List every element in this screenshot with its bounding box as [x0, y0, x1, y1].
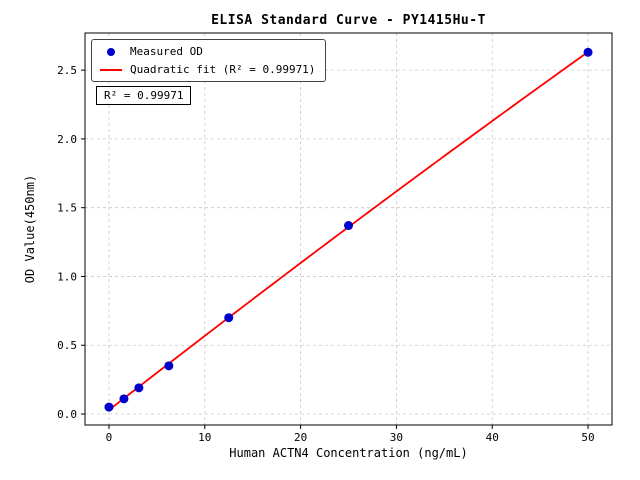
- data-point: [134, 383, 144, 393]
- plot-frame: [84, 32, 613, 426]
- legend-label-fit: Quadratic fit (R² = 0.99971): [130, 63, 316, 76]
- quadratic-fit-line: [108, 51, 589, 411]
- legend-entry-fit: Quadratic fit (R² = 0.99971): [100, 63, 315, 76]
- y-tick-label: 0.5: [57, 339, 77, 352]
- scatter-marker-icon: [107, 47, 115, 56]
- legend-marker-cell: [100, 68, 122, 71]
- chart-title: ELISA Standard Curve - PY1415Hu-T: [211, 13, 486, 28]
- data-point: [104, 402, 114, 412]
- x-tick-label: 40: [486, 431, 499, 444]
- y-axis-label: OD Value(450nm): [23, 174, 37, 284]
- y-tick-label: 0.0: [57, 408, 77, 421]
- data-point: [583, 47, 593, 57]
- fit-line-icon: [100, 68, 122, 71]
- data-point: [164, 361, 174, 371]
- x-tick-label: 0: [106, 431, 113, 444]
- legend-marker-cell: [100, 47, 122, 56]
- data-point: [119, 394, 129, 404]
- y-tick-label: 2.5: [57, 64, 77, 77]
- y-tick-label: 2.0: [57, 133, 77, 146]
- legend: Measured OD Quadratic fit (R² = 0.99971): [91, 39, 327, 82]
- x-tick-label: 10: [198, 431, 211, 444]
- x-tick-label: 50: [581, 431, 594, 444]
- x-axis-label: Human ACTN4 Concentration (ng/mL): [229, 446, 468, 460]
- data-point: [344, 221, 353, 231]
- legend-label-measured: Measured OD: [130, 45, 203, 58]
- data-point: [224, 313, 234, 323]
- y-tick-label: 1.0: [57, 270, 77, 283]
- r-squared-annotation: R² = 0.99971: [96, 86, 192, 105]
- legend-entry-measured: Measured OD: [100, 45, 315, 58]
- x-tick-label: 30: [390, 431, 403, 444]
- y-tick-label: 1.5: [57, 202, 77, 215]
- x-tick-label: 20: [294, 431, 307, 444]
